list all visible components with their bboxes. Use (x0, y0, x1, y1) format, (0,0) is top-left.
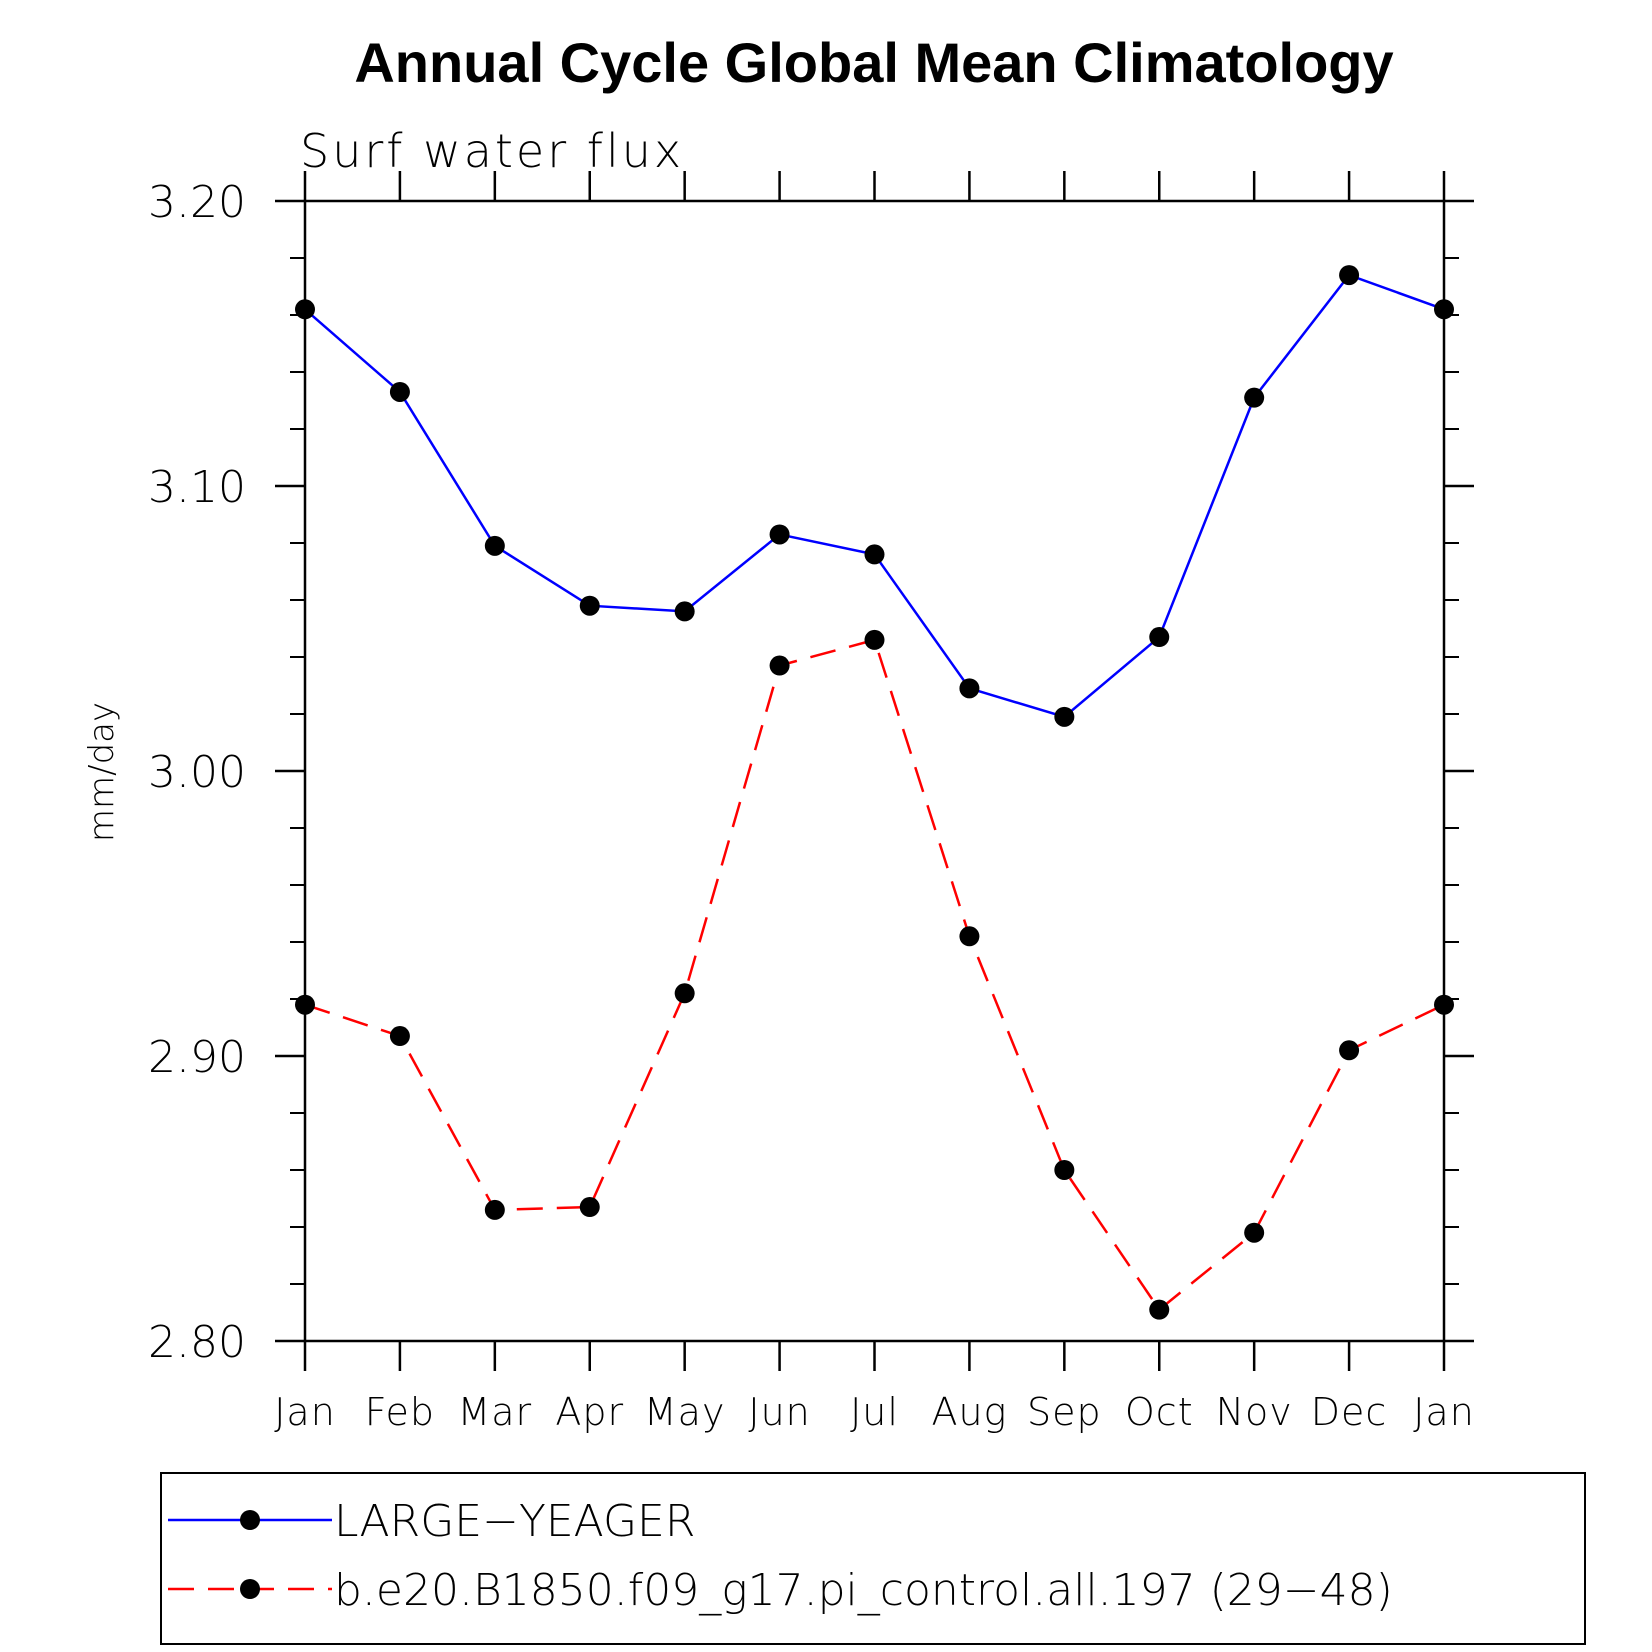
series-1-point (1244, 1222, 1265, 1243)
legend-marker-0 (240, 1510, 260, 1530)
x-tick-label: Aug (931, 1390, 1007, 1434)
series-0-point (1434, 299, 1454, 320)
series-0-point (769, 524, 790, 545)
series-0-point (959, 678, 980, 699)
series-1-point (864, 629, 885, 650)
plot-axes: 2.80 2.90 3.00 3.10 3.20 Jan Feb Mar Apr May Jun Ju… (148, 171, 1475, 1434)
x-tick-label: Mar (457, 1390, 532, 1434)
x-tick-label: Jan (1413, 1390, 1475, 1434)
legend: LARGE−YEAGER b.e20.B1850.f09_g17.pi_contr… (160, 1472, 1586, 1645)
legend-box (160, 1472, 1586, 1645)
series-1-point (484, 1199, 505, 1220)
series-line-1 (304, 638, 1445, 1312)
series-0-point (1054, 706, 1075, 727)
legend-label-1: b.e20.B1850.f09_g17.pi_control.all.197 (… (334, 1565, 1393, 1616)
y-axis-label: mm/day (82, 702, 122, 842)
y-tick-label: 3.20 (148, 177, 246, 228)
chart-title: Annual Cycle Global Mean Climatology (354, 31, 1393, 94)
x-tick-label: Feb (365, 1390, 435, 1434)
y-tick-label: 2.80 (148, 1317, 246, 1368)
x-tick-label: Apr (555, 1390, 624, 1434)
x-tick-label: Oct (1125, 1390, 1194, 1434)
y-tick-label: 2.90 (148, 1032, 246, 1083)
series-1-point (1434, 994, 1454, 1015)
series-1-point (769, 655, 790, 676)
series-1-point (389, 1026, 410, 1047)
series-1-point (1054, 1160, 1075, 1180)
series-0-point (484, 535, 505, 556)
x-tick-label: Jul (850, 1390, 899, 1434)
series-1-point (1149, 1299, 1170, 1320)
x-tick-label: Sep (1027, 1390, 1102, 1434)
series-1-point (674, 983, 695, 1004)
plot-series (295, 265, 1454, 1320)
y-tick-label: 3.00 (148, 747, 246, 798)
legend-label-0: LARGE−YEAGER (334, 1496, 695, 1547)
x-tick-label: Jun (748, 1390, 810, 1434)
x-tick-label: Nov (1216, 1390, 1293, 1434)
series-0-point (295, 299, 315, 320)
series-1-point (959, 926, 980, 947)
x-tick-label: Dec (1311, 1390, 1388, 1434)
chart-subtitle: Surf water flux (300, 124, 684, 178)
x-tick-label: May (644, 1390, 726, 1434)
legend-marker-1 (240, 1579, 260, 1599)
series-0-point (1149, 627, 1170, 648)
x-tick-label: Jan (274, 1390, 336, 1434)
series-0-point (579, 595, 600, 616)
series-0-point (864, 544, 885, 565)
series-0-point (674, 601, 695, 622)
series-0-point (389, 381, 410, 402)
y-tick-label: 3.10 (148, 462, 246, 513)
series-0-point (1244, 387, 1265, 408)
series-1-point (579, 1197, 600, 1218)
series-1-point (295, 994, 315, 1015)
series-line-0 (304, 273, 1445, 719)
series-1-point (1339, 1040, 1360, 1061)
series-0-point (1339, 265, 1360, 286)
